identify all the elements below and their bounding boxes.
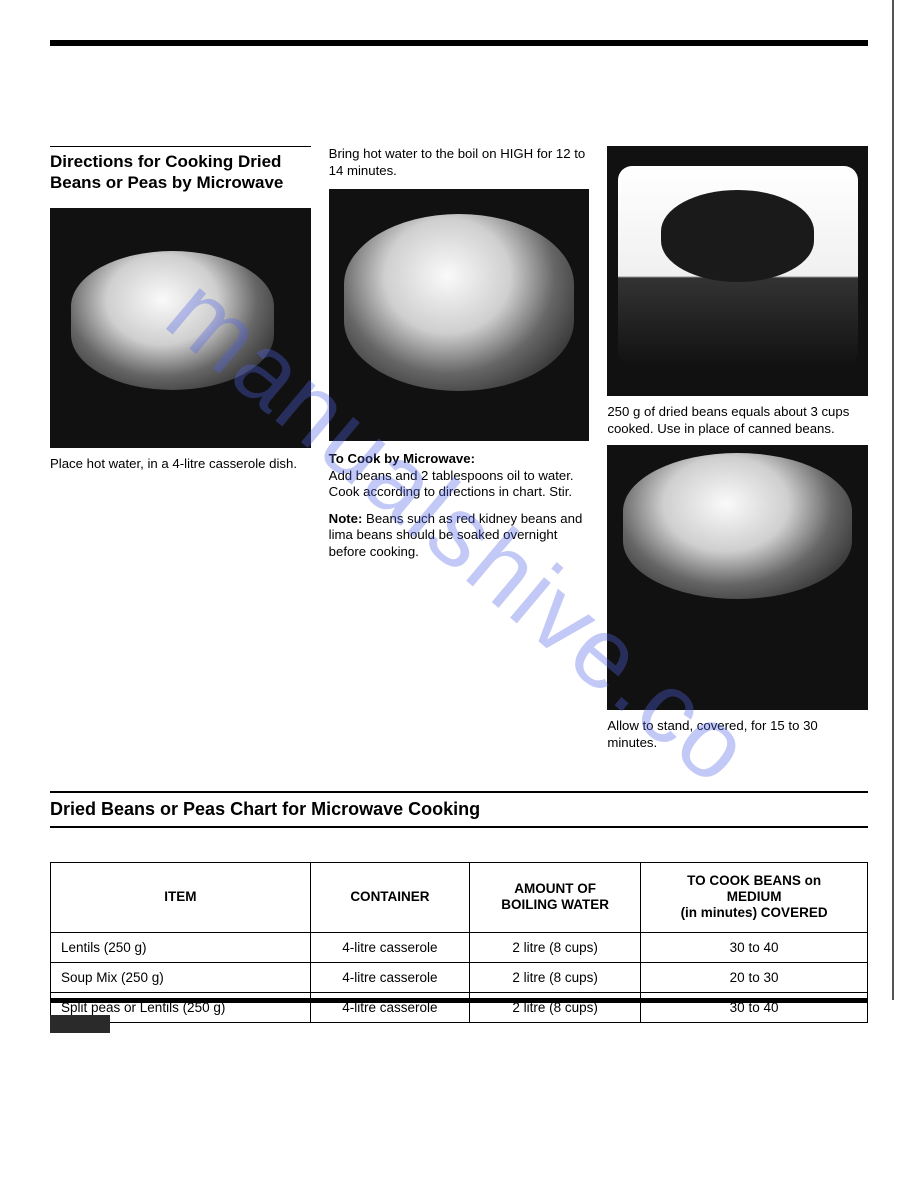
col2-subhead-block: To Cook by Microwave: Add beans and 2 ta… [329,451,590,501]
col-cook-l2: MEDIUM [727,889,782,904]
column-3: 250 g of dried beans equals about 3 cups… [607,146,868,751]
col-cook-l1: TO COOK BEANS on [687,873,821,888]
dish-shape [344,214,573,390]
note-body: Beans such as red kidney beans and lima … [329,511,583,559]
chart-section: Dried Beans or Peas Chart for Microwave … [50,791,868,1023]
cell-cook: 30 to 40 [641,932,868,962]
dish-shape [71,251,274,390]
cell-water: 2 litre (8 cups) [470,992,641,1022]
page-body: manualshive.co Directions for Cooking Dr… [0,0,918,1063]
chart-title: Dried Beans or Peas Chart for Microwave … [50,795,868,826]
col-cook-l3: (in minutes) COVERED [681,905,828,920]
spacer [607,437,868,445]
col-water-l1: AMOUNT OF [514,881,596,896]
note-label: Note: [329,511,363,526]
col-cook: TO COOK BEANS on MEDIUM (in minutes) COV… [641,863,868,933]
col-container: CONTAINER [310,863,469,933]
chart-rule-bottom [50,826,868,828]
col-water: AMOUNT OF BOILING WATER [470,863,641,933]
caption-1: Place hot water, in a 4-litre casserole … [50,456,311,473]
dish-shape [618,166,858,366]
three-column-layout: Directions for Cooking Dried Beans or Pe… [50,146,868,751]
cell-item: Lentils (250 g) [51,932,311,962]
section-title: Directions for Cooking Dried Beans or Pe… [50,151,311,194]
photo-casserole-1 [50,208,311,448]
cell-item: Soup Mix (250 g) [51,962,311,992]
photo-casserole-3 [607,146,868,396]
col2-note-block: Note: Beans such as red kidney beans and… [329,511,590,561]
section-rule [50,146,311,147]
cell-cook: 20 to 30 [641,962,868,992]
cell-container: 4-litre casserole [310,932,469,962]
cell-water: 2 litre (8 cups) [470,932,641,962]
column-2: Bring hot water to the boil on HIGH for … [329,146,590,751]
caption-3a: 250 g of dried beans equals about 3 cups… [607,404,868,437]
col-water-l2: BOILING WATER [501,897,609,912]
col2-body: Add beans and 2 tablespoons oil to water… [329,468,574,500]
photo-casserole-2 [329,189,590,441]
top-rule [50,40,868,46]
col-item: ITEM [51,863,311,933]
photo-casserole-4 [607,445,868,710]
page-corner-block [50,1015,110,1033]
table-row: Lentils (250 g) 4-litre casserole 2 litr… [51,932,868,962]
caption-3b: Allow to stand, covered, for 15 to 30 mi… [607,718,868,751]
cell-container: 4-litre casserole [310,962,469,992]
table-header-row: ITEM CONTAINER AMOUNT OF BOILING WATER T… [51,863,868,933]
cell-container: 4-litre casserole [310,992,469,1022]
spacer [329,441,590,451]
col2-intro: Bring hot water to the boil on HIGH for … [329,146,590,179]
column-1: Directions for Cooking Dried Beans or Pe… [50,146,311,751]
cell-cook: 30 to 40 [641,992,868,1022]
table-row: Soup Mix (250 g) 4-litre casserole 2 lit… [51,962,868,992]
col2-subhead: To Cook by Microwave: [329,451,475,466]
chart-rule-top [50,791,868,793]
table-row: Split peas or Lentils (250 g) 4-litre ca… [51,992,868,1022]
bottom-rule [50,998,868,1003]
dish-shape [623,453,852,599]
cell-water: 2 litre (8 cups) [470,962,641,992]
